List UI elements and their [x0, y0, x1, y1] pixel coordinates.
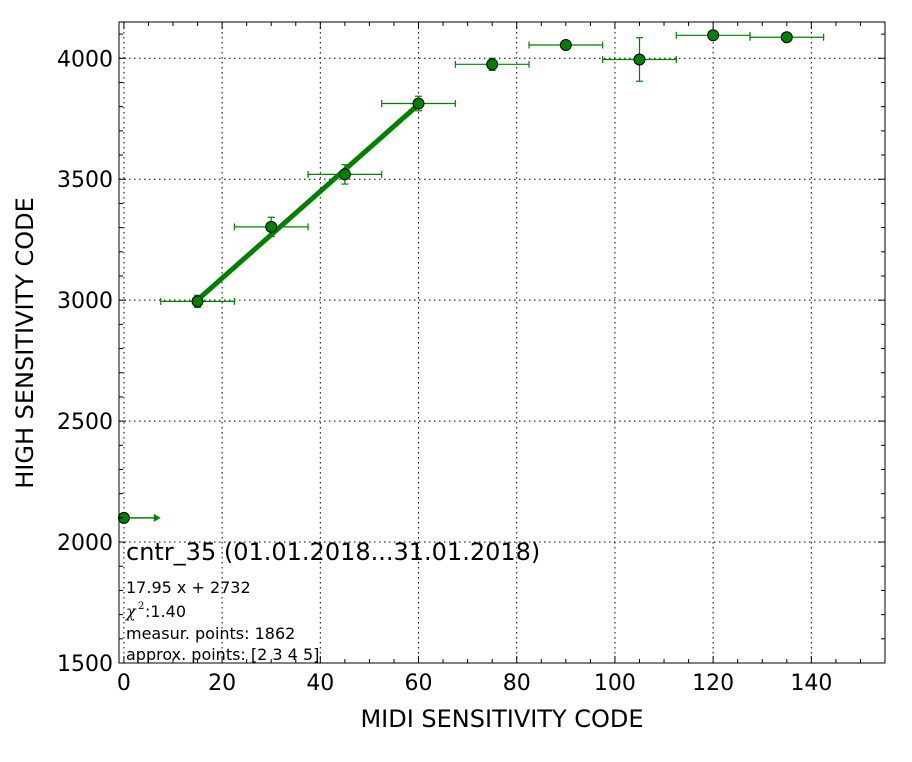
- data-point: [265, 220, 278, 233]
- plot-frame: [118, 21, 886, 664]
- data-point: [486, 58, 499, 71]
- x-tick-label: 40: [306, 671, 334, 696]
- y-tick-label: 3000: [57, 289, 113, 314]
- y-tick-label: 2500: [57, 410, 113, 435]
- annotation-chi-symbol: χ: [125, 602, 137, 621]
- x-limit-arrow-head: [153, 513, 161, 522]
- x-axis-label: MIDI SENSITIVITY CODE: [360, 705, 643, 733]
- annotation-chi-value: :1.40: [145, 602, 186, 621]
- x-tick-label: 140: [790, 671, 832, 696]
- annotation-chi-superscript: 2: [138, 601, 144, 612]
- fit-line-layer: [195, 102, 421, 302]
- x-tick-label: 80: [503, 671, 531, 696]
- data-point: [780, 31, 793, 44]
- x-tick-label: 0: [117, 671, 131, 696]
- y-axis-label: HIGH SENSITIVITY CODE: [11, 197, 39, 489]
- annotation-approx-points: approx. points: [2 3 4 5]: [126, 645, 319, 664]
- data-point: [117, 511, 130, 524]
- y-tick-label: 3500: [57, 168, 113, 193]
- annotation-measur-points: measur. points: 1862: [126, 624, 295, 643]
- x-tick-label: 100: [594, 671, 636, 696]
- data-point: [412, 97, 425, 110]
- error-bars: [123, 31, 825, 522]
- fit-line: [195, 102, 421, 302]
- y-tick-label: 2000: [57, 531, 113, 556]
- data-point: [191, 295, 204, 308]
- data-points: [117, 29, 793, 524]
- x-tick-label: 60: [405, 671, 433, 696]
- x-tick-label: 120: [692, 671, 734, 696]
- data-point: [633, 53, 646, 66]
- axis-ticks: 0 20 40 60 80 100 120 140 1500 2000 2500 3000 3500 40…: [57, 22, 885, 696]
- data-point: [707, 29, 720, 42]
- data-point: [338, 168, 351, 181]
- x-tick-label: 20: [208, 671, 236, 696]
- y-tick-label: 4000: [57, 47, 113, 72]
- y-tick-label: 1500: [57, 652, 113, 677]
- annotation-title: cntr_35 (01.01.2018...31.01.2018): [126, 538, 540, 566]
- annotation-equation: 17.95 x + 2732: [126, 578, 251, 597]
- grid: [119, 22, 885, 663]
- data-point: [559, 38, 572, 51]
